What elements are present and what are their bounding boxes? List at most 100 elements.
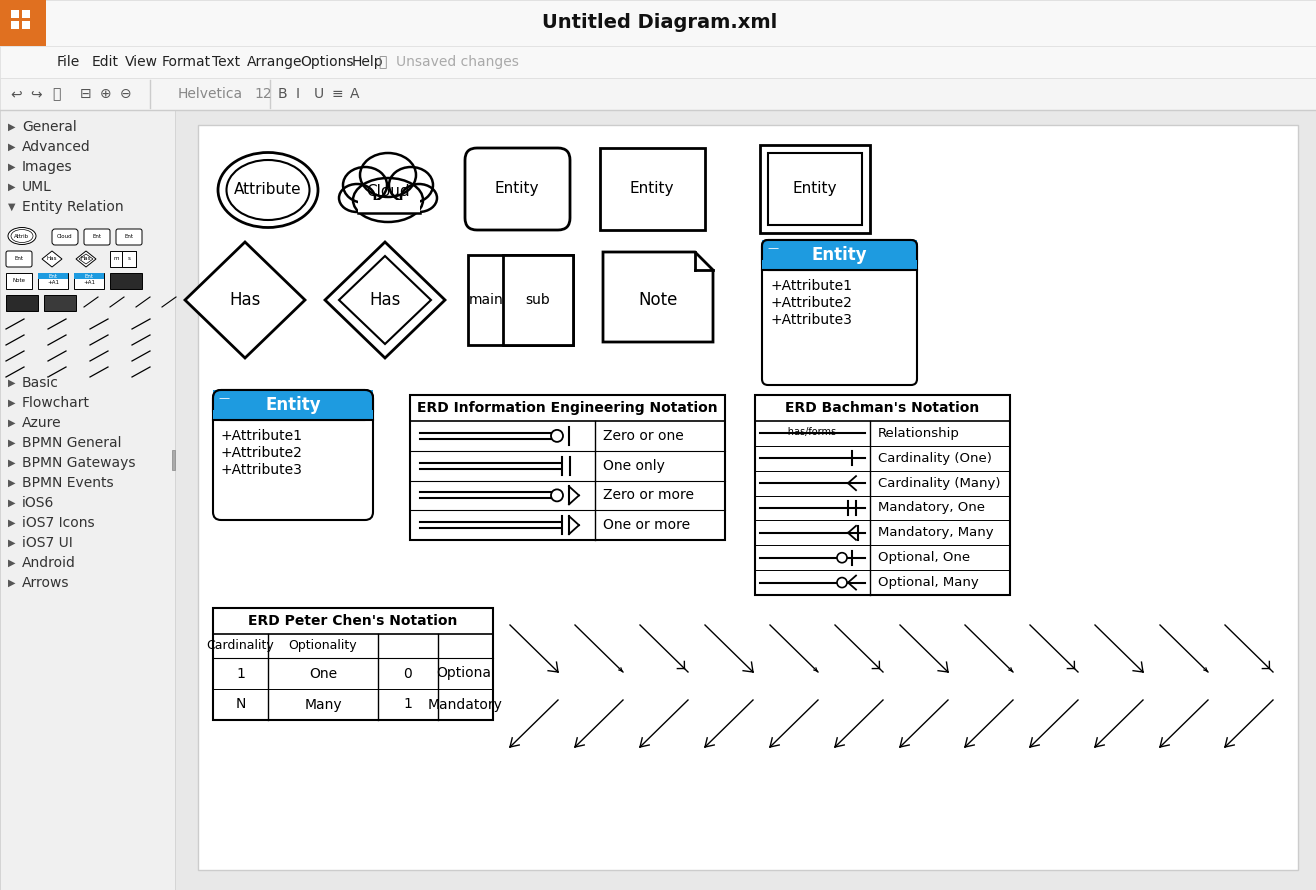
Text: Cardinality: Cardinality [207,640,274,652]
Ellipse shape [340,184,375,212]
Bar [0,0,1316,46]
Text: Optional, One: Optional, One [878,551,970,564]
Text: ERD Peter Chen's Notation: ERD Peter Chen's Notation [249,614,458,628]
Polygon shape [42,251,62,267]
Text: Entity: Entity [495,182,540,197]
Text: Cloud: Cloud [366,184,409,199]
Text: —: — [218,393,229,403]
Text: Options: Options [300,55,354,69]
Text: +A1: +A1 [47,280,59,286]
Ellipse shape [218,152,318,228]
Text: ▶: ▶ [8,518,16,528]
Text: N: N [236,698,246,711]
Bar [7,273,32,289]
Text: +Attribute3: +Attribute3 [770,313,851,327]
Bar [22,21,30,29]
Text: Edit: Edit [92,55,118,69]
Text: Unsaved changes: Unsaved changes [396,55,519,69]
Bar [761,145,870,233]
Text: 0: 0 [404,667,412,681]
Ellipse shape [353,178,422,222]
Text: ▶: ▶ [8,438,16,448]
Text: Has: Has [229,291,261,309]
Text: s: s [128,256,130,262]
Text: ERD Bachman's Notation: ERD Bachman's Notation [786,401,979,415]
Circle shape [837,553,848,562]
Bar [0,78,1316,110]
Text: iOS6: iOS6 [22,496,54,510]
Ellipse shape [401,184,437,212]
Text: Optional, Many: Optional, Many [878,576,979,589]
Text: Note: Note [638,291,678,309]
Text: ⊕: ⊕ [100,87,112,101]
Text: Ent: Ent [14,256,24,262]
Text: ▶: ▶ [8,538,16,548]
Text: Mandatory, Many: Mandatory, Many [878,526,994,539]
Text: Entity: Entity [630,182,674,197]
Polygon shape [186,242,305,358]
Text: Attrib: Attrib [14,233,29,239]
Bar [175,110,1316,890]
FancyBboxPatch shape [762,240,917,270]
Text: Mandatory, One: Mandatory, One [878,501,984,514]
Bar [43,295,76,311]
Text: B: B [278,87,288,101]
Text: Arrows: Arrows [22,576,70,590]
Text: ↪: ↪ [30,87,42,101]
Circle shape [551,430,563,441]
Bar [468,255,572,345]
Text: 12: 12 [254,87,271,101]
Text: m: m [113,256,118,262]
Text: ▶: ▶ [8,558,16,568]
Text: ▶: ▶ [8,418,16,428]
Text: Zero or more: Zero or more [603,489,694,502]
Bar [213,410,372,420]
Circle shape [551,490,563,501]
Bar [0,0,46,46]
Text: ▶: ▶ [8,162,16,172]
Bar [213,390,372,420]
Text: View: View [125,55,158,69]
Text: Ent: Ent [84,273,93,279]
Ellipse shape [390,167,433,203]
Bar [111,273,142,289]
Ellipse shape [226,160,309,220]
Text: One only: One only [603,458,665,473]
Bar [38,273,68,279]
Text: UML: UML [22,180,51,194]
Ellipse shape [361,153,416,197]
Bar [74,273,104,289]
Text: ⊟: ⊟ [80,87,92,101]
Text: Flowchart: Flowchart [22,396,89,410]
Text: ERD Information Engineering Notation: ERD Information Engineering Notation [417,401,717,415]
Text: +A1: +A1 [83,280,95,286]
Text: I: I [296,87,300,101]
FancyBboxPatch shape [53,229,78,245]
Text: ↩: ↩ [11,87,21,101]
Text: Has: Has [80,256,91,262]
Text: Entity: Entity [266,396,321,414]
Text: One or more: One or more [603,518,690,532]
Bar [22,10,30,18]
FancyBboxPatch shape [7,251,32,267]
Text: Has: Has [370,291,400,309]
Text: Optional: Optional [436,667,495,681]
Bar [0,110,175,890]
Text: iOS7 UI: iOS7 UI [22,536,72,550]
Text: Basic: Basic [22,376,59,390]
FancyBboxPatch shape [762,240,917,385]
Text: Untitled Diagram.xml: Untitled Diagram.xml [542,12,778,31]
Text: Many: Many [304,698,342,711]
Text: ▶: ▶ [8,122,16,132]
Text: BPMN General: BPMN General [22,436,121,450]
Bar [197,125,1298,870]
Text: +Attribute2: +Attribute2 [770,296,851,310]
Bar [11,21,18,29]
Text: Text: Text [212,55,240,69]
Text: ▶: ▶ [8,478,16,488]
Ellipse shape [11,230,33,242]
Text: ▶: ▶ [8,458,16,468]
Text: ⊖: ⊖ [120,87,132,101]
Text: Cardinality (Many): Cardinality (Many) [878,477,1000,490]
Text: ▶: ▶ [8,142,16,152]
